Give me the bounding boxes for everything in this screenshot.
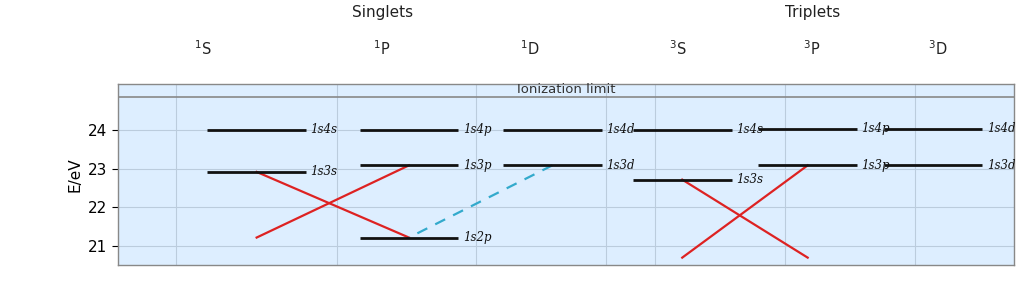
Text: 1s3s: 1s3s bbox=[310, 165, 337, 178]
Text: $^1$S: $^1$S bbox=[195, 40, 212, 59]
Text: 1s3p: 1s3p bbox=[463, 159, 492, 172]
Text: 1s2p: 1s2p bbox=[463, 231, 492, 244]
Text: $^1$P: $^1$P bbox=[374, 40, 391, 59]
Text: 1s4s: 1s4s bbox=[310, 123, 337, 136]
Text: $^3$P: $^3$P bbox=[804, 40, 821, 59]
Text: 1s4s: 1s4s bbox=[736, 123, 763, 136]
Text: 1s4p: 1s4p bbox=[463, 123, 492, 136]
Text: $^3$D: $^3$D bbox=[928, 40, 947, 59]
Text: $^3$S: $^3$S bbox=[669, 40, 686, 59]
Y-axis label: E/eV: E/eV bbox=[68, 157, 82, 192]
Text: 1s3d: 1s3d bbox=[987, 159, 1016, 172]
Text: Triplets: Triplets bbox=[784, 5, 840, 20]
Text: 1s3s: 1s3s bbox=[736, 173, 763, 186]
Text: Ionization limit: Ionization limit bbox=[516, 83, 615, 96]
Text: Singlets: Singlets bbox=[351, 5, 413, 20]
Text: 1s4p: 1s4p bbox=[861, 122, 890, 135]
Text: 1s4d: 1s4d bbox=[606, 123, 635, 136]
Text: 1s3d: 1s3d bbox=[606, 159, 635, 172]
Text: 1s3p: 1s3p bbox=[861, 159, 890, 172]
Text: $^1$D: $^1$D bbox=[520, 40, 540, 59]
Text: 1s4d: 1s4d bbox=[987, 122, 1016, 135]
